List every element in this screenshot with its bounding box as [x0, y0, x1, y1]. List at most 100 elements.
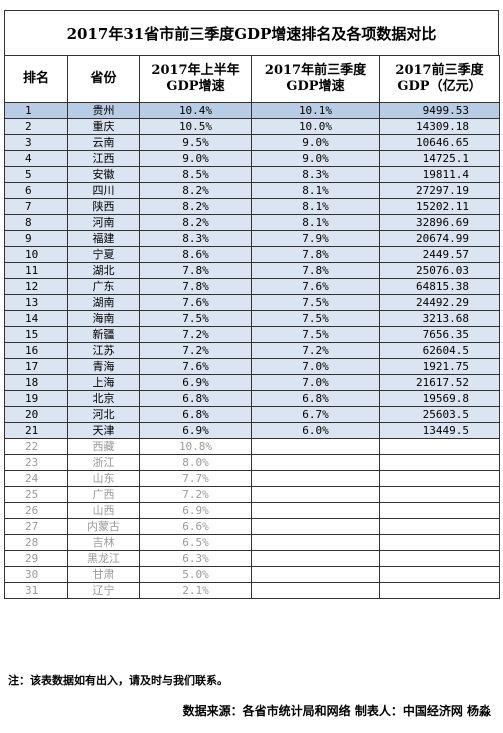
q3-gdp-cell: 27297.19	[379, 182, 500, 199]
q3-gdp-cell: 13449.5	[379, 422, 500, 439]
q3-growth-cell	[251, 550, 380, 567]
table-row: 22 西藏 10.8%	[4, 438, 500, 455]
q3-growth-cell: 8.3%	[251, 166, 380, 183]
province-cell: 安徽	[67, 166, 140, 183]
province-cell: 江苏	[67, 342, 140, 359]
province-cell: 广西	[67, 486, 140, 503]
h1-growth-cell: 6.3%	[139, 550, 252, 567]
rank-cell: 19	[4, 390, 68, 407]
table-note: 注：该表数据如有出入，请及时与我们联系。	[8, 674, 228, 687]
rank-cell: 3	[4, 134, 68, 151]
table-row: 20 河北 6.8% 6.7% 25603.5	[4, 406, 500, 423]
h1-growth-cell: 8.2%	[139, 214, 252, 231]
q3-gdp-cell: 24492.29	[379, 294, 500, 311]
table-row: 8 河南 8.2% 8.1% 32896.69	[4, 214, 500, 231]
province-cell: 四川	[67, 182, 140, 199]
rank-cell: 2	[4, 118, 68, 135]
rank-cell: 14	[4, 310, 68, 327]
q3-growth-cell: 7.5%	[251, 310, 380, 327]
province-cell: 内蒙古	[67, 518, 140, 535]
province-cell: 河北	[67, 406, 140, 423]
table-row: 27 内蒙古 6.6%	[4, 518, 500, 535]
h1-growth-cell: 7.2%	[139, 342, 252, 359]
province-cell: 天津	[67, 422, 140, 439]
table-row: 3 云南 9.5% 9.0% 10646.65	[4, 134, 500, 151]
h1-growth-cell: 7.2%	[139, 486, 252, 503]
h1-growth-cell: 2.1%	[139, 582, 252, 599]
rank-cell: 25	[4, 486, 68, 503]
province-cell: 重庆	[67, 118, 140, 135]
province-cell: 山西	[67, 502, 140, 519]
table-row: 10 宁夏 8.6% 7.8% 2449.57	[4, 246, 500, 263]
province-cell: 陕西	[67, 198, 140, 215]
q3-growth-cell: 7.0%	[251, 374, 380, 391]
rank-cell: 21	[4, 422, 68, 439]
header-h1-growth: 2017年上半年 GDP增速	[139, 55, 252, 103]
table-title: 2017年31省市前三季度GDP增速排名及各项数据对比	[4, 10, 499, 55]
header-h1-line1: 2017年上半年	[151, 63, 240, 78]
q3-gdp-cell: 1921.75	[379, 358, 500, 375]
h1-growth-cell: 6.9%	[139, 502, 252, 519]
rank-cell: 4	[4, 150, 68, 167]
h1-growth-cell: 6.8%	[139, 406, 252, 423]
h1-growth-cell: 10.8%	[139, 438, 252, 455]
table-row: 13 湖南 7.6% 7.5% 24492.29	[4, 294, 500, 311]
province-cell: 上海	[67, 374, 140, 391]
table-row: 29 黑龙江 6.3%	[4, 550, 500, 567]
q3-gdp-cell	[379, 550, 500, 567]
q3-gdp-cell	[379, 582, 500, 599]
q3-gdp-cell: 7656.35	[379, 326, 500, 343]
q3-gdp-cell: 32896.69	[379, 214, 500, 231]
province-cell: 云南	[67, 134, 140, 151]
table-row: 5 安徽 8.5% 8.3% 19811.4	[4, 166, 500, 183]
h1-growth-cell: 8.6%	[139, 246, 252, 263]
h1-growth-cell: 8.0%	[139, 454, 252, 471]
q3-growth-cell: 7.8%	[251, 262, 380, 279]
h1-growth-cell: 6.5%	[139, 534, 252, 551]
rank-cell: 20	[4, 406, 68, 423]
table-body: 1 贵州 10.4% 10.1% 9499.53 2 重庆 10.5% 10.0% 14309.1…	[4, 102, 500, 599]
h1-growth-cell: 9.5%	[139, 134, 252, 151]
q3-growth-cell: 9.0%	[251, 134, 380, 151]
table-row: 4 江西 9.0% 9.0% 14725.1	[4, 150, 500, 167]
province-cell: 辽宁	[67, 582, 140, 599]
q3-growth-cell: 10.1%	[251, 102, 380, 119]
q3-growth-cell: 7.5%	[251, 294, 380, 311]
q3-growth-cell: 6.0%	[251, 422, 380, 439]
province-cell: 广东	[67, 278, 140, 295]
province-cell: 湖南	[67, 294, 140, 311]
q3-growth-cell	[251, 502, 380, 519]
rank-cell: 12	[4, 278, 68, 295]
rank-cell: 23	[4, 454, 68, 471]
gdp-ranking-table: 排名 省份 2017年上半年 GDP增速 2017年前三季度 GDP增速 201…	[4, 55, 500, 599]
rank-cell: 22	[4, 438, 68, 455]
header-q3-gdp: 2017前三季度 GDP（亿元）	[379, 55, 500, 103]
h1-growth-cell: 6.9%	[139, 422, 252, 439]
h1-growth-cell: 6.8%	[139, 390, 252, 407]
q3-growth-cell	[251, 534, 380, 551]
table-row: 31 辽宁 2.1%	[4, 582, 500, 599]
province-cell: 北京	[67, 390, 140, 407]
q3-gdp-cell	[379, 534, 500, 551]
q3-growth-cell: 10.0%	[251, 118, 380, 135]
h1-growth-cell: 8.2%	[139, 182, 252, 199]
table-row: 12 广东 7.8% 7.6% 64815.38	[4, 278, 500, 295]
q3-gdp-cell	[379, 438, 500, 455]
header-province: 省份	[67, 55, 140, 103]
rank-cell: 9	[4, 230, 68, 247]
rank-cell: 28	[4, 534, 68, 551]
table-row: 18 上海 6.9% 7.0% 21617.52	[4, 374, 500, 391]
q3-gdp-cell	[379, 486, 500, 503]
q3-growth-cell: 7.8%	[251, 246, 380, 263]
rank-cell: 5	[4, 166, 68, 183]
q3-growth-cell: 6.7%	[251, 406, 380, 423]
province-cell: 黑龙江	[67, 550, 140, 567]
header-gdp-line1: 2017前三季度	[395, 63, 484, 78]
rank-cell: 29	[4, 550, 68, 567]
q3-growth-cell	[251, 486, 380, 503]
table-row: 6 四川 8.2% 8.1% 27297.19	[4, 182, 500, 199]
q3-growth-cell	[251, 518, 380, 535]
h1-growth-cell: 10.4%	[139, 102, 252, 119]
table-row: 21 天津 6.9% 6.0% 13449.5	[4, 422, 500, 439]
rank-cell: 27	[4, 518, 68, 535]
